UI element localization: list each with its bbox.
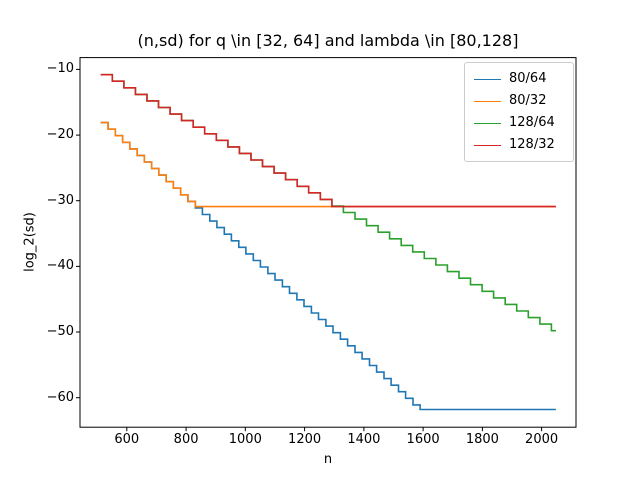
y-tick-label: −60: [46, 389, 74, 405]
legend-line-sample: [474, 122, 501, 124]
y-tick-label: −20: [46, 127, 74, 143]
x-tick-label: 1200: [288, 432, 322, 447]
axes-spines: [79, 57, 577, 428]
x-tick-label: 1800: [465, 432, 499, 447]
y-tick-label: −10: [46, 61, 74, 77]
x-tick-label: 1000: [228, 432, 262, 447]
legend-item: 128/64: [474, 112, 565, 134]
legend-label: 128/64: [509, 115, 555, 130]
x-tick-label: 2000: [525, 432, 559, 447]
series-line-80/64: [100, 121, 556, 411]
legend-item: 128/32: [474, 134, 565, 156]
x-tick-label: 1600: [406, 432, 440, 447]
y-tick-label: −50: [46, 324, 74, 339]
legend: 80/64 80/32 128/64 128/32: [464, 62, 574, 162]
legend-line-sample: [474, 100, 501, 102]
chart-title: (n,sd) for q \in [32, 64] and lambda \in…: [137, 31, 519, 50]
y-tick-label: −30: [46, 192, 74, 208]
legend-line-sample: [474, 144, 501, 146]
legend-item: 80/32: [474, 90, 565, 112]
x-tick-label: 800: [173, 432, 199, 447]
legend-label: 80/32: [509, 93, 547, 108]
y-tick-label: −40: [46, 258, 74, 274]
legend-item: 80/64: [474, 68, 565, 90]
x-tick-label: 600: [114, 432, 140, 447]
series-line-80/32: [100, 121, 556, 208]
x-axis-label: n: [323, 452, 333, 467]
legend-label: 128/32: [509, 137, 555, 152]
legend-label: 80/64: [509, 71, 547, 86]
legend-line-sample: [474, 78, 501, 80]
series-line-128/32: [100, 73, 556, 208]
x-tick-label: 1400: [347, 432, 381, 447]
